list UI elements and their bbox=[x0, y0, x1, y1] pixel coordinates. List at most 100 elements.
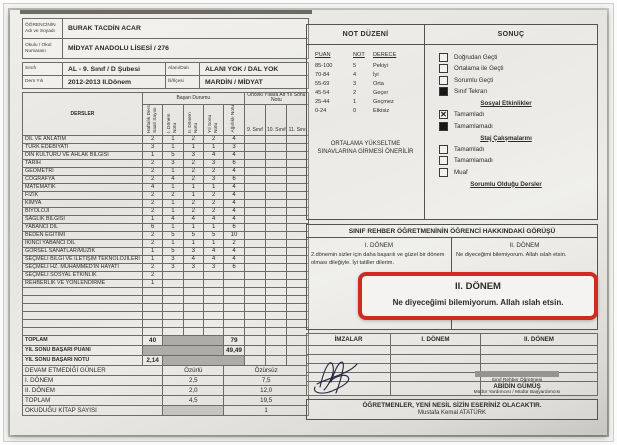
subject-weighted-grade: 4 bbox=[223, 206, 245, 216]
checkbox-icon bbox=[439, 75, 448, 85]
subject-row: YABANCI DİL 6 1 1 1 6 bbox=[22, 222, 309, 232]
grade10-col-header: 10. Sınıf bbox=[265, 103, 288, 136]
success-score-value: 49,49 bbox=[223, 344, 245, 356]
checkbox-icon bbox=[439, 167, 448, 177]
checkbox-icon bbox=[439, 87, 448, 96]
subject-term2-grade: 2 bbox=[182, 158, 204, 168]
subject-grade10-cell bbox=[265, 182, 288, 192]
subject-term2-grade: 3 bbox=[182, 246, 204, 256]
subject-grade9-cell bbox=[243, 174, 267, 184]
subject-grade10-cell bbox=[265, 174, 288, 184]
subject-term2-grade: 5 bbox=[182, 230, 204, 240]
subject-name: TÜRK EDEBİYATI bbox=[22, 142, 143, 152]
subject-term2-grade: 1 bbox=[182, 190, 204, 200]
opinion-term2-text: Ne diyeceğimi bilemiyorum. Allah ıslah e… bbox=[456, 252, 567, 258]
attendance-excused: 4,5 bbox=[162, 394, 225, 406]
subject-grade10-cell bbox=[265, 190, 288, 200]
subject-hours: 3 bbox=[141, 142, 164, 152]
subject-row: BİYOLOJİ 2 1 2 2 4 bbox=[22, 206, 309, 216]
attendance-row: TOPLAM 4,5 19,5 bbox=[21, 394, 309, 406]
not-header: NOT bbox=[353, 52, 365, 58]
subject-term1-grade: 1 bbox=[162, 182, 184, 192]
empty-rows bbox=[22, 286, 309, 336]
empty-row bbox=[22, 294, 309, 304]
subject-grade10-cell bbox=[265, 254, 288, 264]
subject-weighted-grade: 2 bbox=[223, 238, 245, 248]
subject-term1-grade: 2 bbox=[162, 190, 184, 200]
attendance-label: OKUDUĞU KİTAP SAYISI bbox=[21, 404, 164, 416]
result-option-label: Doğrudan Geçti bbox=[454, 53, 498, 61]
subject-name: GÖRSEL SANATLAR/MÜZİK bbox=[22, 246, 143, 256]
checkbox-icon bbox=[439, 156, 448, 165]
subject-term1-grade: 1 bbox=[162, 142, 184, 152]
subject-name: DİN KÜLTÜRÜ VE AHLAK BİLGİSİ bbox=[22, 150, 143, 160]
sosyal-option: Tamamladı bbox=[439, 110, 597, 119]
attendance-label: II. DÖNEM bbox=[21, 384, 164, 396]
branch-label: Alanı/Dalı bbox=[165, 62, 200, 76]
subject-hours: 2 bbox=[141, 190, 164, 200]
grade-scale-row: 55-69 3 Orta bbox=[315, 79, 420, 88]
subject-term2-grade: 2 bbox=[182, 198, 204, 208]
total-shaded-cell bbox=[162, 334, 225, 346]
empty-row bbox=[22, 310, 309, 320]
subject-term2-grade: 4 bbox=[182, 254, 204, 264]
sosyal-etkinlikler-heading: Sosyal Etkinlikler bbox=[480, 100, 532, 107]
success-grade-label: YIL SONU BAŞARI NOTU bbox=[22, 354, 143, 366]
term2-col-header: II. Dönem Notu bbox=[182, 103, 204, 136]
callout-text: Ne diyeceğimi bilemiyorum. Allah ıslah e… bbox=[392, 298, 564, 307]
attendance-label: I. DÖNEM bbox=[21, 374, 164, 386]
subject-grade9-cell bbox=[243, 166, 267, 176]
grades-table: DERSLER Başarı Durumu Önceki Yıllara Ait… bbox=[21, 92, 310, 416]
scale-degree: Geçmez bbox=[373, 98, 394, 105]
empty-row bbox=[22, 286, 309, 296]
subject-name: SEÇMELİ SOSYAL ETKİNLİK bbox=[22, 270, 143, 280]
attendance-label: TOPLAM bbox=[21, 394, 164, 406]
signer-role: Müdür Yardımcısı / Müdür Başyardımcısı bbox=[473, 390, 561, 395]
subject-grade10-cell bbox=[265, 134, 288, 144]
sorumlu-dersler-heading: Sorumlu Olduğu Dersler bbox=[470, 180, 542, 188]
attendance-unexcused: 19,5 bbox=[223, 394, 309, 406]
opinion-term2: II. DÖNEM Ne diyeceğimi bilemiyorum. All… bbox=[452, 238, 597, 329]
left-column: ÖĞRENCİNİN Adı ve Soyadı BURAK TACDİN AC… bbox=[21, 18, 310, 416]
subject-yearend-grade: 4 bbox=[202, 214, 225, 224]
checkbox-icon bbox=[439, 110, 448, 119]
attendance-excused bbox=[162, 404, 225, 416]
staj-option: Muaf bbox=[439, 167, 597, 177]
subject-hours: 4 bbox=[141, 182, 164, 192]
subject-row: BEDEN EĞİTİMİ 2 5 5 5 10 bbox=[22, 230, 309, 240]
staj-option: Tamamlamadı bbox=[439, 156, 597, 165]
result-option-label: Ortalama ile Geçti bbox=[454, 65, 504, 72]
subject-grade10-cell bbox=[265, 142, 288, 152]
subject-term1-grade: 4 bbox=[162, 174, 184, 184]
attendance-body: I. DÖNEM 2,5 7,5 II. DÖNEM 2,0 12,0 TOPL… bbox=[21, 374, 309, 416]
subject-yearend-grade: 4 bbox=[202, 150, 225, 160]
scale-range: 45-54 bbox=[315, 89, 330, 96]
staj-option-label: Tamamladı bbox=[454, 145, 485, 153]
class-value: AL - 9. Sınıf / D Şubesi bbox=[62, 62, 166, 76]
result-option: Doğrudan Geçti bbox=[439, 52, 597, 62]
attendance-row: OKUDUĞU KİTAP SAYISI 1 bbox=[21, 404, 309, 416]
subject-weighted-grade: 10 bbox=[223, 230, 245, 240]
subject-yearend-grade: 4 bbox=[202, 254, 225, 264]
subject-grade9-cell bbox=[243, 238, 267, 248]
sosyal-option-label: Tamamlamadı bbox=[454, 122, 493, 130]
subject-term1-grade: 3 bbox=[162, 262, 184, 272]
opinion-term2-header: II. DÖNEM bbox=[509, 242, 540, 249]
dersler-header: DERSLER bbox=[22, 92, 143, 136]
signer-block: Sınıf Rehber Öğretmeni ABİDİN GÜMÜŞ Müdü… bbox=[442, 371, 592, 395]
subject-term2-grade: 1 bbox=[182, 182, 204, 192]
subject-grade9-cell bbox=[243, 206, 267, 216]
attendance-excused: 2,5 bbox=[162, 374, 225, 386]
subject-term2-grade: 1 bbox=[182, 238, 204, 248]
subject-grade9-cell bbox=[243, 182, 267, 192]
subject-row: İKİNCİ YABANCI DİL 2 1 1 1 2 bbox=[22, 238, 309, 248]
subject-hours: 2 bbox=[141, 230, 164, 240]
result-option: Sınıf Tekrarı bbox=[439, 87, 597, 96]
imzalar-term1-header: I. DÖNEM bbox=[390, 333, 481, 346]
subject-grade10-cell bbox=[265, 278, 288, 288]
scale-range: 85-100 bbox=[315, 62, 333, 69]
subject-grade10-cell bbox=[265, 270, 288, 280]
grade-scale-row: 85-100 5 Pekiyi bbox=[315, 61, 420, 70]
school-value: MİDYAT ANADOLU LİSESİ / 276 bbox=[62, 38, 309, 59]
grades-group-header-row: DERSLER Başarı Durumu Önceki Yıllara Ait… bbox=[22, 92, 310, 136]
